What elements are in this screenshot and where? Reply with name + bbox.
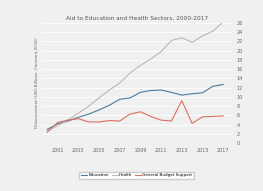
General Budget Support [118, 120, 121, 122]
General Budget Support [211, 115, 214, 117]
Education [118, 98, 121, 100]
General Budget Support [159, 119, 163, 121]
Title: Aid to Education and Health Sectors, 2000-2017: Aid to Education and Health Sectors, 200… [66, 16, 208, 21]
Legend: Education, Health, General Budget Support: Education, Health, General Budget Suppor… [79, 172, 194, 179]
Health [108, 89, 111, 91]
Line: General Budget Support: General Budget Support [47, 101, 223, 132]
Health [222, 21, 225, 23]
Education [56, 123, 59, 125]
General Budget Support [180, 100, 183, 102]
Health [77, 112, 80, 114]
General Budget Support [170, 120, 173, 122]
General Budget Support [56, 121, 59, 124]
Education [201, 92, 204, 94]
Health [170, 39, 173, 42]
Education [77, 116, 80, 118]
Health [149, 58, 152, 60]
Health [139, 64, 142, 67]
Education [149, 89, 152, 92]
General Budget Support [97, 121, 100, 123]
Education [190, 93, 194, 95]
Health [159, 50, 163, 53]
Education [46, 128, 49, 130]
General Budget Support [46, 131, 49, 133]
General Budget Support [139, 111, 142, 113]
Education [128, 97, 132, 99]
Health [128, 72, 132, 74]
General Budget Support [149, 115, 152, 117]
Health [190, 41, 194, 44]
General Budget Support [222, 115, 225, 117]
Health [87, 105, 90, 107]
General Budget Support [108, 119, 111, 122]
Health [66, 119, 69, 121]
Education [222, 83, 225, 86]
Education [170, 91, 173, 93]
General Budget Support [128, 113, 132, 115]
General Budget Support [201, 116, 204, 118]
Health [180, 37, 183, 39]
Line: Education: Education [47, 84, 223, 129]
Education [87, 113, 90, 115]
Education [108, 104, 111, 106]
Health [211, 30, 214, 32]
Health [201, 35, 204, 37]
General Budget Support [66, 119, 69, 121]
Education [211, 85, 214, 87]
General Budget Support [87, 121, 90, 123]
General Budget Support [77, 118, 80, 120]
Health [56, 125, 59, 127]
Health [46, 130, 49, 132]
Health [118, 82, 121, 84]
Y-axis label: Disbursement (USD Billions, Constant 2016): Disbursement (USD Billions, Constant 201… [35, 38, 39, 128]
Education [159, 89, 163, 91]
Education [97, 109, 100, 111]
Education [180, 94, 183, 96]
Education [139, 91, 142, 93]
Health [97, 97, 100, 99]
Line: Health: Health [47, 22, 223, 131]
Education [66, 120, 69, 122]
General Budget Support [190, 122, 194, 125]
